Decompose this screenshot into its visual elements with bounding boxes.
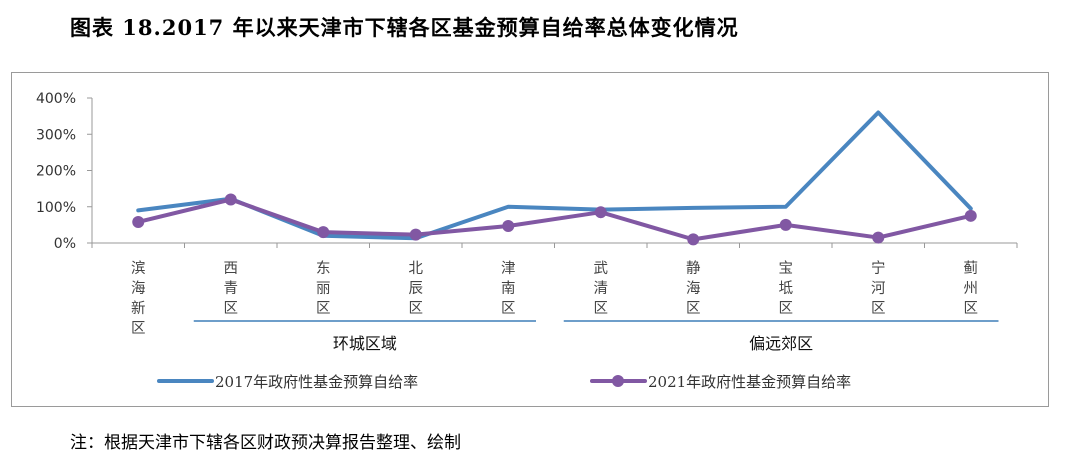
group-label: 偏远郊区	[749, 334, 813, 353]
x-tick-label: 静海区	[686, 260, 701, 317]
x-tick-label: 宁河区	[871, 260, 886, 317]
x-tick-label: 东丽区	[316, 260, 331, 317]
legend-label-2: 2021年政府性基金预算自给率	[648, 373, 851, 391]
x-tick-label: 宝坻区	[779, 260, 794, 317]
legend-label-1: 2017年政府性基金预算自给率	[215, 373, 418, 391]
legend-marker-2	[612, 375, 624, 387]
x-tick-label: 蓟州区	[964, 260, 979, 317]
x-tick-label: 津南区	[501, 260, 516, 317]
source-note: 注：根据天津市下辖各区财政预决算报告整理、绘制	[70, 433, 461, 453]
y-tick-label: 200%	[36, 164, 76, 180]
series-2-marker	[687, 233, 700, 246]
series-2-marker	[594, 206, 607, 219]
series-2-marker	[502, 219, 515, 232]
x-tick-label: 北辰区	[409, 260, 424, 317]
series-line-2	[136, 197, 973, 242]
figure-title: 图表 18.2017 年以来天津市下辖各区基金预算自给率总体变化情况	[70, 15, 739, 40]
group-label: 环城区域	[333, 334, 397, 353]
series-2-marker	[224, 193, 237, 206]
series-2-marker	[317, 226, 330, 239]
x-tick-label: 武清区	[594, 260, 609, 317]
series-2-marker	[779, 218, 792, 231]
y-tick-label: 0%	[54, 236, 76, 252]
y-tick-label: 100%	[36, 200, 76, 216]
series-2-marker	[872, 231, 885, 244]
x-tick-label: 西青区	[224, 261, 239, 317]
series-2-marker	[132, 215, 145, 228]
chart-frame	[11, 72, 1049, 407]
series-2-marker	[964, 209, 977, 222]
series-2-marker	[409, 228, 422, 241]
x-tick-label: 滨海新区	[131, 260, 146, 337]
y-tick-label: 400%	[36, 91, 76, 107]
y-tick-label: 300%	[36, 127, 76, 143]
